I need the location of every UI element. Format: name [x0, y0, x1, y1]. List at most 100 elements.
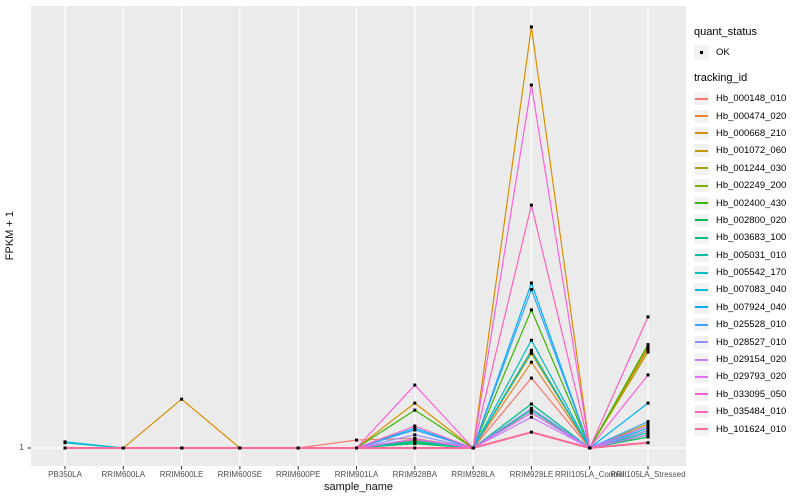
legend-item-label: Hb_029793_020: [716, 371, 787, 383]
legend-line-swatch: [695, 341, 708, 344]
legend-key-box: [694, 353, 709, 367]
legend-item: Hb_033095_050: [694, 386, 798, 403]
legend-item: Hb_002249_200: [694, 177, 798, 194]
legend-item-label: Hb_029154_020: [716, 354, 787, 366]
legend-line-swatch: [695, 271, 708, 274]
legend-key-box: [694, 161, 709, 175]
legend-key-box: [694, 92, 709, 106]
data-point: [413, 428, 417, 432]
legend-key-box: [694, 231, 709, 245]
data-point: [180, 446, 184, 450]
legend-line-swatch: [695, 219, 708, 222]
ok-point-icon: [700, 50, 703, 54]
data-point: [646, 426, 650, 430]
legend-key-box: [694, 126, 709, 140]
data-point: [529, 349, 533, 353]
legend-line-swatch: [695, 410, 708, 413]
x-tick-label: RRIM901LA: [334, 470, 379, 479]
legend-item: Hb_005542_170: [694, 264, 798, 281]
legend-line-swatch: [695, 428, 708, 431]
data-point: [646, 401, 650, 405]
legend-item-label: Hb_007924_040: [716, 301, 787, 313]
data-point: [529, 406, 533, 410]
legend-item-label: Hb_007083_040: [716, 284, 787, 296]
legend-item-label: Hb_002400_430: [716, 197, 787, 209]
legend-item: Hb_029154_020: [694, 351, 798, 368]
legend-key-box: [694, 109, 709, 123]
legend-item-label: Hb_101624_010: [716, 423, 787, 435]
data-point: [646, 347, 650, 351]
y-tick-label: 1: [19, 442, 24, 452]
legend-line-swatch: [695, 149, 708, 152]
legend-line-swatch: [695, 184, 708, 187]
x-axis-label: sample_name: [323, 481, 394, 493]
legend-key-box: [694, 179, 709, 193]
data-point: [646, 431, 650, 435]
data-point: [355, 438, 358, 442]
data-point: [529, 288, 533, 292]
legend-item: Hb_101624_010: [694, 420, 798, 437]
data-point: [646, 441, 650, 445]
x-tick-label: RRIM600SE: [217, 470, 263, 479]
data-point: [529, 203, 533, 207]
legend-key-box: [694, 248, 709, 262]
data-point: [646, 420, 650, 424]
data-point: [63, 446, 67, 450]
x-tick-label: RRIM600LE: [159, 470, 204, 479]
panel-background: [31, 6, 686, 466]
plot-panel: [27, 6, 686, 470]
legend-line-swatch: [695, 236, 708, 239]
legend-item-label: Hb_002800_020: [716, 214, 787, 226]
legend-key-box: [694, 144, 709, 158]
legend-line-swatch: [695, 115, 708, 118]
data-point: [238, 446, 242, 450]
legend-key-box: [694, 370, 709, 384]
legend-item-label: Hb_000668_210: [716, 127, 787, 139]
legend-item: Hb_007924_040: [694, 299, 798, 316]
x-tick-label: RRII105LA_Stressed: [610, 470, 686, 479]
x-tick-label: RRIM928LA: [451, 470, 495, 479]
data-point: [646, 350, 650, 354]
data-point: [529, 338, 533, 342]
legend-key-box: [694, 335, 709, 349]
legend-item: Hb_035484_010: [694, 403, 798, 420]
legend-key-box: [694, 318, 709, 332]
legend-line-swatch: [695, 254, 708, 257]
legend-key-box: [694, 44, 709, 60]
data-point: [529, 430, 533, 434]
data-point: [529, 281, 533, 285]
legend-items: Hb_000148_010 Hb_000474_020 Hb_000668_210 H…: [694, 90, 798, 438]
data-point: [413, 439, 417, 443]
data-point: [413, 446, 417, 450]
legend-item: Hb_002800_020: [694, 212, 798, 229]
legend-item-label: Hb_002249_200: [716, 180, 787, 192]
legend-key-box: [694, 266, 709, 280]
legend-title-quant-status: quant_status: [694, 26, 757, 38]
legend-item: Hb_007083_040: [694, 281, 798, 298]
legend-key-box: [694, 213, 709, 227]
data-point: [646, 428, 650, 432]
data-point: [646, 433, 650, 437]
legend-title-tracking-id: tracking_id: [694, 72, 748, 84]
legend-item-label: Hb_035484_010: [716, 406, 787, 418]
legend-line-swatch: [695, 323, 708, 326]
legend-key-box: [694, 300, 709, 314]
data-point: [296, 446, 300, 450]
data-point: [471, 446, 475, 450]
legend-item: Hb_029793_020: [694, 368, 798, 385]
data-point: [180, 397, 184, 401]
data-point: [413, 424, 417, 428]
legend-item: Hb_028527_010: [694, 333, 798, 350]
legend-item-label: Hb_001244_030: [716, 162, 787, 174]
legend-item-label: Hb_005542_170: [716, 267, 787, 279]
x-tick-label: RRIM928BA: [392, 470, 438, 479]
legend-item-label: Hb_025528_010: [716, 319, 787, 331]
legend-key-box: [694, 405, 709, 419]
legend-item: Hb_025528_010: [694, 316, 798, 333]
data-point: [588, 446, 592, 450]
legend-item: Hb_003683_100: [694, 229, 798, 246]
data-point: [646, 373, 650, 377]
data-point: [646, 315, 650, 319]
data-point: [529, 308, 533, 312]
